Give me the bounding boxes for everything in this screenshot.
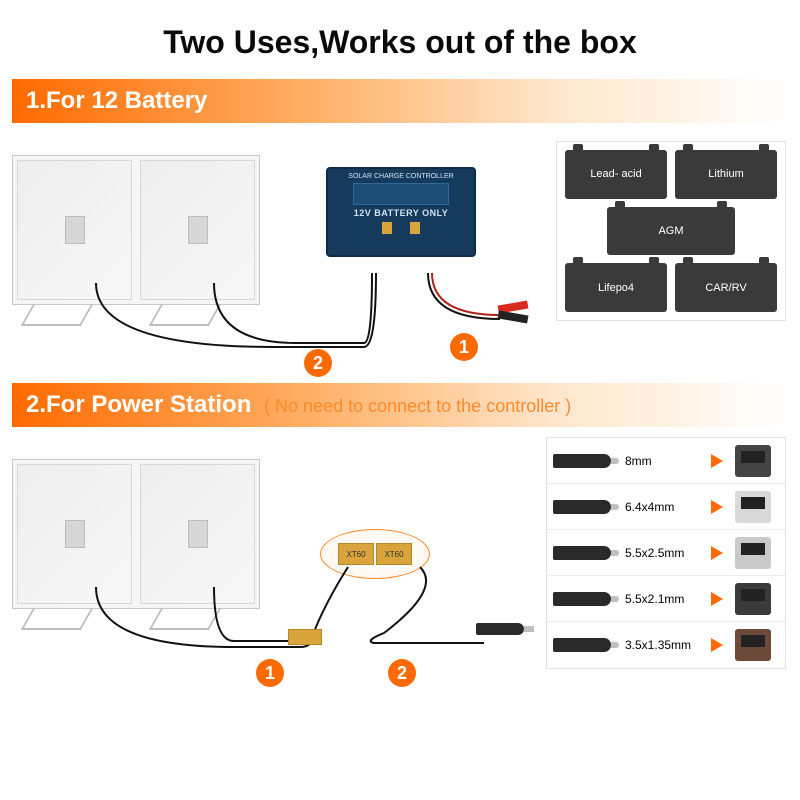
main-title: Two Uses,Works out of the box bbox=[0, 0, 800, 79]
section2-subtext: ( No need to connect to the controller ) bbox=[264, 396, 571, 416]
section1-heading-text: 1.For 12 Battery bbox=[26, 87, 207, 114]
connector-row: 5.5x2.1mm bbox=[547, 576, 785, 622]
battery-agm: AGM bbox=[607, 207, 734, 256]
arrow-icon bbox=[711, 546, 723, 560]
section1-step-badge-1: 1 bbox=[450, 333, 478, 361]
device-icon bbox=[735, 537, 771, 569]
connector-size: 5.5x2.5mm bbox=[625, 546, 711, 560]
arrow-icon bbox=[711, 454, 723, 468]
xt60-female-label: XT60 bbox=[376, 543, 412, 565]
connector-size: 6.4x4mm bbox=[625, 500, 711, 514]
section2-step-badge-2: 2 bbox=[388, 659, 416, 687]
device-icon bbox=[735, 491, 771, 523]
arrow-icon bbox=[711, 638, 723, 652]
section1-header: 1.For 12 Battery bbox=[12, 79, 788, 123]
battery-types-grid: Lead- acid Lithium AGM Lifepo4 CAR/RV bbox=[556, 141, 786, 321]
solar-panel-diagram bbox=[12, 155, 260, 305]
dc-barrel-plug-icon bbox=[476, 623, 524, 635]
connector-row: 8mm bbox=[547, 438, 785, 484]
device-icon bbox=[735, 629, 771, 661]
plug-icon bbox=[553, 500, 611, 514]
arrow-icon bbox=[711, 500, 723, 514]
battery-lithium: Lithium bbox=[675, 150, 777, 199]
connector-table: 8mm 6.4x4mm 5.5x2.5mm 5.5x2.1mm bbox=[546, 437, 786, 669]
section2-heading-text: 2.For Power Station bbox=[26, 391, 251, 418]
xt60-inline-icon bbox=[288, 629, 322, 645]
connector-size: 8mm bbox=[625, 454, 711, 468]
plug-icon bbox=[553, 592, 611, 606]
device-icon bbox=[735, 445, 771, 477]
connector-size: 3.5x1.35mm bbox=[625, 638, 711, 652]
solar-panel-diagram-2 bbox=[12, 459, 260, 609]
section2-body: XT60 XT60 1 2 8mm 6.4x4m bbox=[0, 427, 800, 707]
controller-screen bbox=[353, 183, 450, 205]
device-icon bbox=[735, 583, 771, 615]
charge-controller: SOLAR CHARGE CONTROLLER 12V BATTERY ONLY bbox=[326, 167, 476, 257]
connector-size: 5.5x2.1mm bbox=[625, 592, 711, 606]
connector-row: 5.5x2.5mm bbox=[547, 530, 785, 576]
plug-icon bbox=[553, 638, 611, 652]
arrow-icon bbox=[711, 592, 723, 606]
xt60-connector-pair: XT60 XT60 bbox=[320, 529, 430, 579]
battery-car-rv: CAR/RV bbox=[675, 263, 777, 312]
alligator-clamp-icon bbox=[498, 303, 538, 325]
section2-header: 2.For Power Station ( No need to connect… bbox=[12, 383, 788, 427]
section1-step-badge-2: 2 bbox=[304, 349, 332, 377]
plug-icon bbox=[553, 546, 611, 560]
controller-label: 12V BATTERY ONLY bbox=[332, 208, 470, 218]
controller-top-label: SOLAR CHARGE CONTROLLER bbox=[332, 173, 470, 180]
battery-lead-acid: Lead- acid bbox=[565, 150, 667, 199]
section1-body: SOLAR CHARGE CONTROLLER 12V BATTERY ONLY… bbox=[0, 123, 800, 383]
section2-step-badge-1: 1 bbox=[256, 659, 284, 687]
plug-icon bbox=[553, 454, 611, 468]
xt60-male-label: XT60 bbox=[338, 543, 374, 565]
connector-row: 3.5x1.35mm bbox=[547, 622, 785, 668]
battery-lifepo4: Lifepo4 bbox=[565, 263, 667, 312]
connector-row: 6.4x4mm bbox=[547, 484, 785, 530]
infographic-root: Two Uses,Works out of the box 1.For 12 B… bbox=[0, 0, 800, 800]
